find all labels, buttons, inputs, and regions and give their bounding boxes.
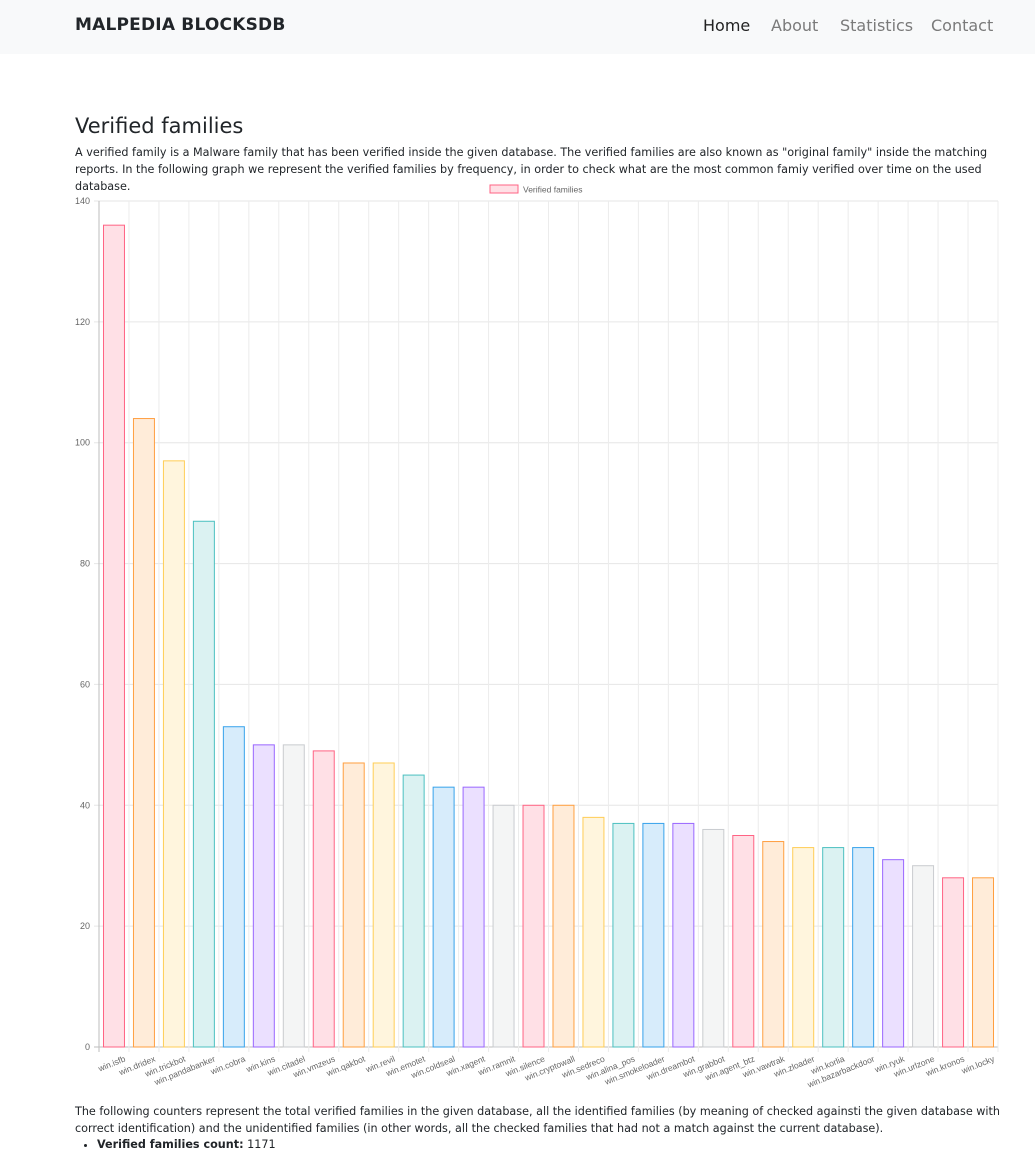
bar bbox=[522, 804, 545, 1048]
bar bbox=[282, 744, 305, 1048]
bar bbox=[762, 841, 785, 1048]
y-tick-label: 0 bbox=[85, 1042, 90, 1052]
y-tick-label: 140 bbox=[75, 196, 90, 206]
y-tick-label: 120 bbox=[75, 317, 90, 327]
legend-swatch bbox=[489, 184, 519, 194]
nav-contact[interactable]: Contact bbox=[931, 16, 994, 35]
bar bbox=[912, 865, 935, 1048]
bar bbox=[222, 726, 245, 1048]
bar bbox=[942, 877, 965, 1048]
outro-paragraph: The following counters represent the tot… bbox=[75, 1105, 1000, 1135]
counts-list: Verified families count: 1171 bbox=[75, 1137, 276, 1153]
bar bbox=[612, 822, 635, 1048]
bar bbox=[552, 804, 575, 1048]
bar bbox=[192, 520, 215, 1048]
bar bbox=[252, 744, 275, 1048]
bar bbox=[492, 804, 515, 1048]
bar bbox=[312, 750, 335, 1048]
count-value: 1171 bbox=[247, 1138, 276, 1151]
count-item: Verified families count: 1171 bbox=[97, 1137, 276, 1153]
bar bbox=[672, 822, 695, 1048]
bar bbox=[462, 786, 485, 1048]
bar bbox=[432, 786, 455, 1048]
bar bbox=[582, 816, 605, 1048]
bar bbox=[702, 828, 725, 1048]
legend-label: Verified families bbox=[523, 185, 583, 195]
x-tick-label: win.locky bbox=[959, 1053, 996, 1076]
bar bbox=[162, 460, 185, 1048]
bar bbox=[972, 877, 995, 1048]
navbar: MALPEDIA BLOCKSDB Home About Statistics … bbox=[0, 0, 1035, 54]
bar bbox=[792, 847, 815, 1048]
y-tick-label: 20 bbox=[80, 921, 90, 931]
y-tick-label: 80 bbox=[80, 559, 90, 569]
y-tick-label: 60 bbox=[80, 679, 90, 689]
bar bbox=[372, 762, 395, 1048]
nav-home[interactable]: Home bbox=[703, 16, 751, 35]
bar bbox=[882, 859, 905, 1048]
bar bbox=[822, 847, 845, 1048]
count-label: Verified families count: bbox=[97, 1138, 244, 1151]
bar bbox=[132, 418, 155, 1048]
y-tick-label: 40 bbox=[80, 800, 90, 810]
page-title: Verified families bbox=[75, 114, 244, 138]
bar bbox=[402, 774, 425, 1048]
bar bbox=[342, 762, 365, 1048]
intro-paragraph: A verified family is a Malware family th… bbox=[75, 146, 988, 193]
bar bbox=[852, 847, 875, 1048]
bar bbox=[642, 822, 665, 1048]
verified-families-chart: 020406080100120140win.isfbwin.dridexwin.… bbox=[75, 184, 999, 1090]
y-tick-label: 100 bbox=[75, 438, 90, 448]
nav-about[interactable]: About bbox=[771, 16, 819, 35]
bar bbox=[102, 224, 125, 1048]
brand-logo[interactable]: MALPEDIA BLOCKSDB bbox=[75, 15, 286, 35]
bar bbox=[732, 835, 755, 1048]
nav-statistics[interactable]: Statistics bbox=[840, 16, 914, 35]
